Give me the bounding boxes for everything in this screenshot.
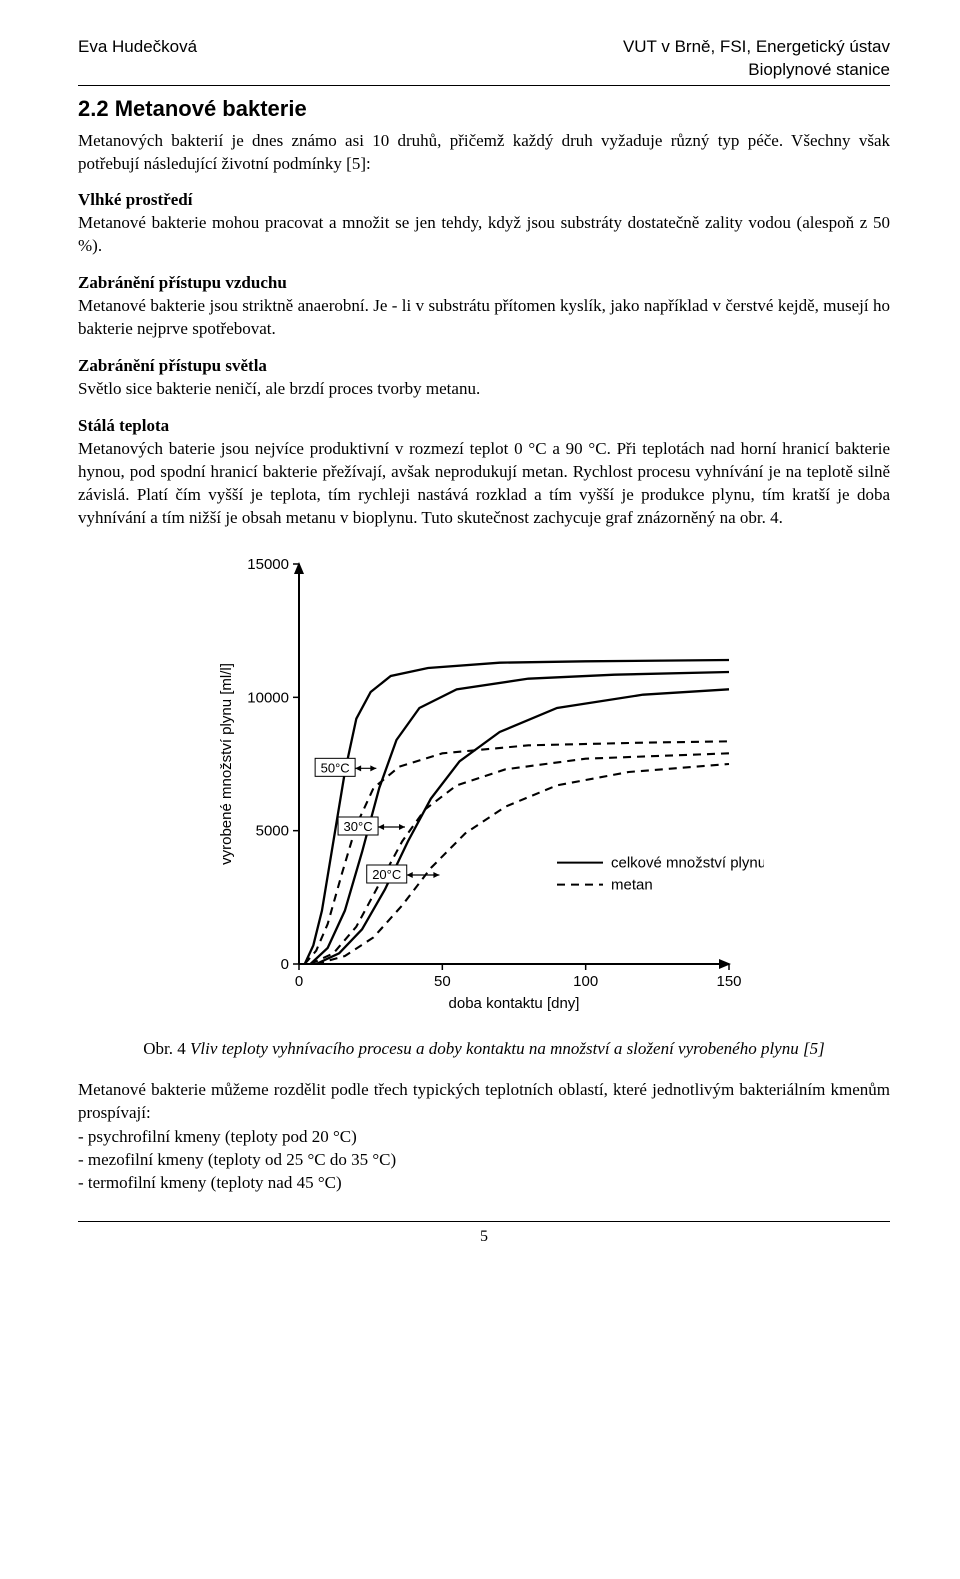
block-vlhke: Vlhké prostředí Metanové bakterie mohou …: [78, 189, 890, 258]
svg-text:doba kontaktu [dny]: doba kontaktu [dny]: [449, 995, 580, 1012]
header-affiliation: VUT v Brně, FSI, Energetický ústav Biopl…: [623, 36, 890, 82]
svg-text:100: 100: [573, 973, 598, 990]
svg-text:5000: 5000: [256, 822, 289, 839]
subhead-vzduch: Zabránění přístupu vzduchu: [78, 272, 890, 295]
svg-text:10000: 10000: [247, 689, 289, 706]
subhead-teplota: Stálá teplota: [78, 415, 890, 438]
caption-lead: Obr. 4: [143, 1039, 190, 1058]
svg-text:metan: metan: [611, 876, 653, 893]
after-paragraph: Metanové bakterie můžeme rozdělit podle …: [78, 1079, 890, 1125]
svg-text:0: 0: [281, 956, 289, 973]
subhead-svetlo: Zabránění přístupu světla: [78, 355, 890, 378]
figure-4: 0 50 100 150 0 5000 10000 15000 doba kontaktu [d…: [78, 544, 890, 1024]
header-line1: VUT v Brně, FSI, Energetický ústav: [623, 36, 890, 59]
svg-text:celkové množství plynu: celkové množství plynu: [611, 854, 764, 871]
section-heading: 2.2 Metanové bakterie: [78, 94, 890, 124]
header-author: Eva Hudečková: [78, 36, 197, 82]
list-item: - mezofilní kmeny (teploty od 25 °C do 3…: [78, 1149, 890, 1172]
list-item: - psychrofilní kmeny (teploty pod 20 °C): [78, 1126, 890, 1149]
figure-caption: Obr. 4 Vliv teploty vyhnívacího procesu …: [78, 1038, 890, 1061]
section-number: 2.2: [78, 96, 109, 121]
svg-text:30°C: 30°C: [344, 819, 373, 834]
page-number: 5: [78, 1221, 890, 1248]
body-vzduch: Metanové bakterie jsou striktně anaerobn…: [78, 295, 890, 341]
section-title-text: Metanové bakterie: [115, 96, 307, 121]
body-vlhke: Metanové bakterie mohou pracovat a množi…: [78, 212, 890, 258]
list-item: - termofilní kmeny (teploty nad 45 °C): [78, 1172, 890, 1195]
svg-text:15000: 15000: [247, 556, 289, 573]
subhead-vlhke: Vlhké prostředí: [78, 189, 890, 212]
block-vzduch: Zabránění přístupu vzduchu Metanové bakt…: [78, 272, 890, 341]
gas-production-chart: 0 50 100 150 0 5000 10000 15000 doba kontaktu [d…: [204, 544, 764, 1024]
block-svetlo: Zabránění přístupu světla Světlo sice ba…: [78, 355, 890, 401]
page-header: Eva Hudečková VUT v Brně, FSI, Energetic…: [78, 36, 890, 82]
header-rule: [78, 85, 890, 86]
svg-text:vyrobené množství plynu [ml/l: vyrobené množství plynu [ml/l]: [218, 663, 235, 865]
svg-text:150: 150: [716, 973, 741, 990]
body-teplota: Metanových baterie jsou nejvíce produkti…: [78, 438, 890, 530]
caption-text: Vliv teploty vyhnívacího procesu a doby …: [190, 1039, 825, 1058]
svg-text:20°C: 20°C: [372, 867, 401, 882]
kmeny-list: - psychrofilní kmeny (teploty pod 20 °C)…: [78, 1126, 890, 1195]
block-teplota: Stálá teplota Metanových baterie jsou ne…: [78, 415, 890, 530]
body-svetlo: Světlo sice bakterie neničí, ale brzdí p…: [78, 378, 890, 401]
header-line2: Bioplynové stanice: [623, 59, 890, 82]
intro-paragraph: Metanových bakterií je dnes známo asi 10…: [78, 130, 890, 176]
svg-text:50: 50: [434, 973, 451, 990]
svg-text:50°C: 50°C: [321, 760, 350, 775]
svg-text:0: 0: [295, 973, 303, 990]
